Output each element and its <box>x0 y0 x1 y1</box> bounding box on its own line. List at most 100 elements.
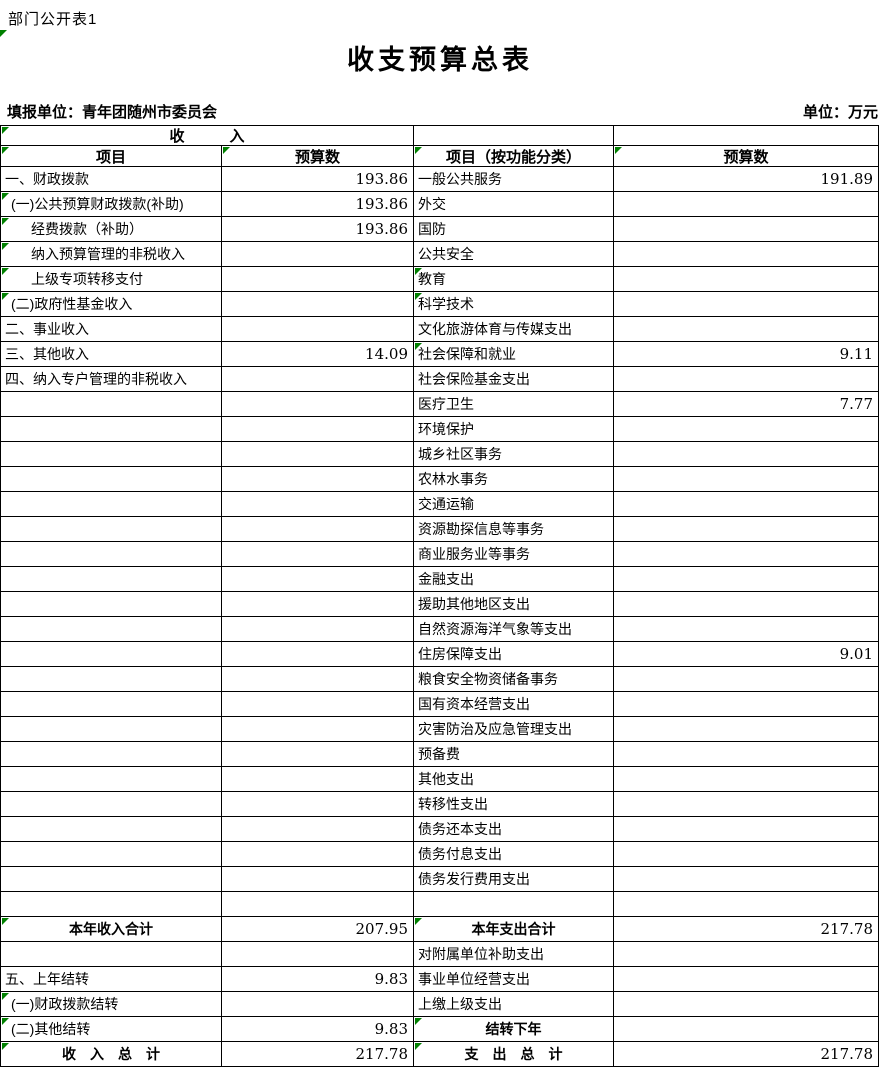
income-item-cell-row31: 本年收入合计 <box>1 917 222 942</box>
income-budget-cell-row35: 9.83 <box>222 1017 414 1042</box>
expense-item-cell-row20: 住房保障支出 <box>414 642 614 667</box>
expense-item-cell-row29-text: 债务发行费用支出 <box>418 871 530 887</box>
error-flag-icon <box>2 243 9 250</box>
income-item-cell-row34-text: (一)财政拨款结转 <box>11 996 119 1012</box>
income-item-cell-row2: (一)公共预算财政拨款(补助) <box>1 192 222 217</box>
expense-budget-cell-row10: 7.77 <box>614 392 879 417</box>
income-item-cell-row14 <box>1 492 222 517</box>
expense-item-cell-row9: 社会保险基金支出 <box>414 367 614 392</box>
income-budget-cell-row31-text: 207.95 <box>355 920 409 938</box>
expense-item-cell-row21-text: 粮食安全物资储备事务 <box>418 671 558 687</box>
income-budget-cell-row9 <box>222 367 414 392</box>
income-budget-cell-row4 <box>222 242 414 267</box>
income-budget-cell-row27 <box>222 817 414 842</box>
col-header-income-item: 项目 <box>1 146 222 167</box>
income-item-cell-row27 <box>1 817 222 842</box>
income-budget-cell-row3: 193.86 <box>222 217 414 242</box>
expense-item-cell-row15-text: 资源勘探信息等事务 <box>418 521 544 537</box>
expense-item-cell-row12-text: 城乡社区事务 <box>418 446 502 462</box>
expense-budget-cell-row8: 9.11 <box>614 342 879 367</box>
income-item-cell-row35-text: (二)其他结转 <box>11 1021 91 1037</box>
expense-budget-cell-row25 <box>614 767 879 792</box>
income-budget-cell-row35-text: 9.83 <box>374 1020 408 1038</box>
expense-budget-cell-row36-text: 217.78 <box>820 1045 874 1063</box>
expense-budget-cell-row11 <box>614 417 879 442</box>
expense-item-cell-row32-text: 对附属单位补助支出 <box>418 946 544 962</box>
expense-item-cell-row7-text: 文化旅游体育与传媒支出 <box>418 321 572 337</box>
income-item-cell-row13 <box>1 467 222 492</box>
budget-table: 收 入项目 预算数 项目（按功能分类） 预算数 一、财政拨款 193.86 一般公共服务 19… <box>0 125 879 1067</box>
expense-budget-cell-row23 <box>614 717 879 742</box>
expense-budget-cell-row35 <box>614 1017 879 1042</box>
expense-budget-cell-row32 <box>614 942 879 967</box>
income-item-cell-row26 <box>1 792 222 817</box>
income-budget-cell-row20 <box>222 642 414 667</box>
expense-item-cell-row13-text: 农林水事务 <box>418 471 488 487</box>
income-budget-cell-row28 <box>222 842 414 867</box>
income-item-cell-row23 <box>1 717 222 742</box>
income-item-cell-row3: 经费拨款（补助） <box>1 217 222 242</box>
income-item-cell-row33-text: 五、上年结转 <box>5 971 89 987</box>
income-budget-cell-row19 <box>222 617 414 642</box>
income-budget-cell-row25 <box>222 767 414 792</box>
income-item-cell-row35: (二)其他结转 <box>1 1017 222 1042</box>
expense-item-cell-row25: 其他支出 <box>414 767 614 792</box>
expense-item-cell-row6-text: 科学技术 <box>418 296 474 312</box>
top-empty-cell-functional <box>414 126 614 146</box>
expense-budget-cell-row9 <box>614 367 879 392</box>
expense-item-cell-row8-text: 社会保障和就业 <box>418 346 516 362</box>
expense-item-cell-row10-text: 医疗卫生 <box>418 396 474 412</box>
expense-budget-cell-row17 <box>614 567 879 592</box>
income-item-cell-row10 <box>1 392 222 417</box>
expense-budget-cell-row16 <box>614 542 879 567</box>
error-flag-icon <box>415 1018 422 1025</box>
corner-label: 部门公开表1 <box>8 11 98 28</box>
income-budget-cell-row31: 207.95 <box>222 917 414 942</box>
income-item-cell-row3-text: 经费拨款（补助） <box>31 221 143 237</box>
expense-item-cell-row17: 金融支出 <box>414 567 614 592</box>
income-budget-cell-row32 <box>222 942 414 967</box>
expense-budget-cell-row34 <box>614 992 879 1017</box>
expense-item-cell-row35: 结转下年 <box>414 1017 614 1042</box>
income-budget-cell-row16 <box>222 542 414 567</box>
income-budget-cell-row12 <box>222 442 414 467</box>
expense-item-cell-row27: 债务还本支出 <box>414 817 614 842</box>
expense-budget-cell-row28 <box>614 842 879 867</box>
income-item-cell-row7-text: 二、事业收入 <box>5 321 89 337</box>
top-empty-cell-budget <box>614 126 879 146</box>
income-item-cell-row8: 三、其他收入 <box>1 342 222 367</box>
expense-item-cell-row36: 支 出 总 计 <box>414 1042 614 1067</box>
error-flag-icon <box>223 147 230 154</box>
income-item-cell-row7: 二、事业收入 <box>1 317 222 342</box>
expense-item-cell-row31-text: 本年支出合计 <box>471 921 556 937</box>
income-item-cell-row6: (二)政府性基金收入 <box>1 292 222 317</box>
income-item-cell-row34: (一)财政拨款结转 <box>1 992 222 1017</box>
expense-budget-cell-row1-text: 191.89 <box>820 170 874 188</box>
expense-item-cell-row5: 教育 <box>414 267 614 292</box>
expense-item-cell-row21: 粮食安全物资储备事务 <box>414 667 614 692</box>
expense-item-cell-row4: 公共安全 <box>414 242 614 267</box>
income-budget-cell-row5 <box>222 267 414 292</box>
income-budget-cell-row23 <box>222 717 414 742</box>
income-budget-cell-row33-text: 9.83 <box>374 970 408 988</box>
expense-budget-cell-row8-text: 9.11 <box>839 345 873 363</box>
error-flag-icon <box>415 293 422 300</box>
expense-item-cell-row1: 一般公共服务 <box>414 167 614 192</box>
expense-budget-cell-row26 <box>614 792 879 817</box>
income-item-cell-row28 <box>1 842 222 867</box>
income-item-cell-row20 <box>1 642 222 667</box>
expense-item-cell-row16-text: 商业服务业等事务 <box>418 546 530 562</box>
expense-budget-cell-row13 <box>614 467 879 492</box>
income-budget-cell-row2-text: 193.86 <box>355 195 409 213</box>
expense-item-cell-row34-text: 上缴上级支出 <box>418 996 502 1012</box>
income-item-cell-row6-text: (二)政府性基金收入 <box>11 296 133 312</box>
income-budget-cell-row1-text: 193.86 <box>355 170 409 188</box>
expense-item-cell-row10: 医疗卫生 <box>414 392 614 417</box>
col-header-income-item-text: 项目 <box>95 148 126 166</box>
income-item-cell-row19 <box>1 617 222 642</box>
income-budget-cell-row10 <box>222 392 414 417</box>
expense-item-cell-row24: 预备费 <box>414 742 614 767</box>
expense-item-cell-row22: 国有资本经营支出 <box>414 692 614 717</box>
income-budget-cell-row13 <box>222 467 414 492</box>
